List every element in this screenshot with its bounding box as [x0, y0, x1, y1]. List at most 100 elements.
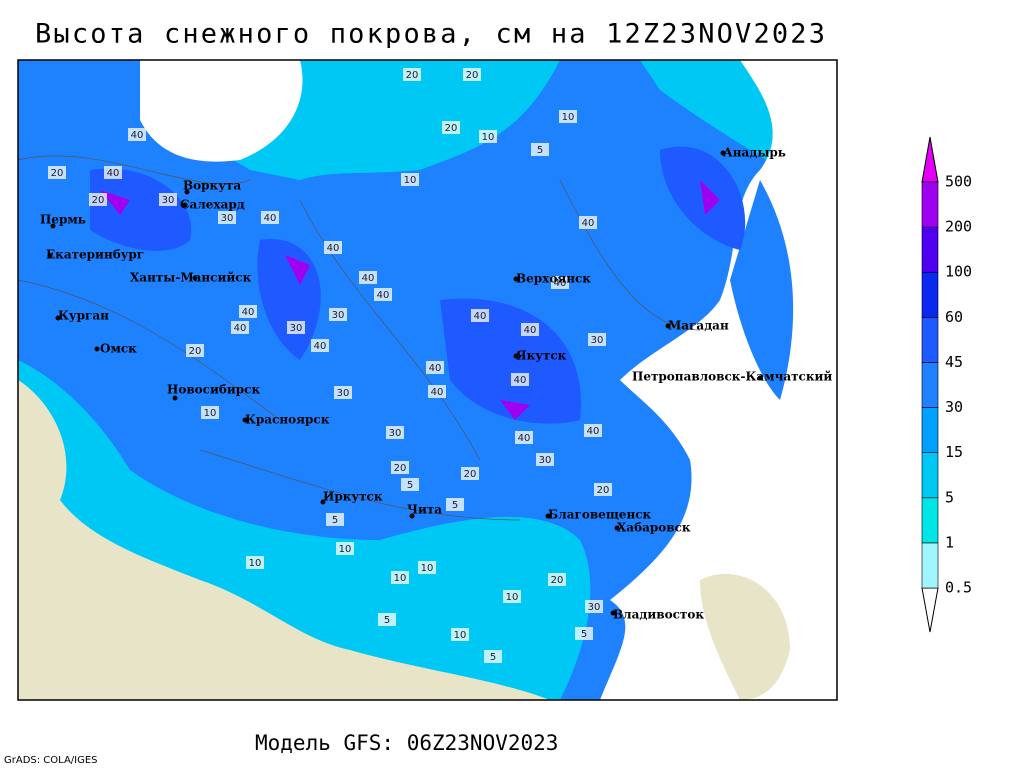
contour-label: 30 — [221, 213, 234, 224]
city-label: Хабаровск — [617, 521, 691, 535]
contour-label-bg — [324, 241, 342, 254]
contour-label-bg — [311, 339, 329, 352]
contour-label-bg — [128, 128, 146, 141]
contour-label: 20 — [597, 485, 610, 496]
contour-label: 40 — [431, 387, 444, 398]
city-dot — [94, 346, 100, 352]
contour-label: 40 — [107, 168, 120, 179]
contour-label-bg — [446, 498, 464, 511]
contour-label-bg — [585, 600, 603, 613]
contour-label: 10 — [506, 592, 519, 603]
colorbar-segment — [921, 271, 939, 318]
city-dot — [47, 253, 53, 259]
contour-label-bg — [521, 323, 539, 336]
contour-label-bg — [536, 453, 554, 466]
colorbar-segment — [921, 452, 939, 499]
contour-label: 30 — [588, 602, 601, 613]
city-label: Воркута — [183, 179, 241, 193]
contour-label: 40 — [514, 375, 527, 386]
contour-label: 5 — [384, 615, 390, 626]
contour-label: 20 — [92, 195, 105, 206]
contour-label-bg — [579, 216, 597, 229]
contour-label-bg — [471, 309, 489, 322]
contour-label: 10 — [562, 112, 575, 123]
no-snow-island — [700, 573, 790, 700]
city-label: Салехард — [180, 198, 245, 212]
model-footer: Модель GFS: 06Z23NOV2023 — [255, 731, 558, 755]
contour-label: 40 — [377, 290, 390, 301]
contour-label: 20 — [466, 70, 479, 81]
contour-label-bg — [403, 68, 421, 81]
city-dot — [242, 417, 248, 423]
contour-label: 5 — [407, 480, 413, 491]
contour-label-bg — [329, 308, 347, 321]
colorbar-label: 500 — [945, 173, 972, 191]
contour-label: 10 — [249, 558, 262, 569]
city-dot — [50, 223, 56, 229]
contour-label: 20 — [189, 346, 202, 357]
no-snow-land — [18, 380, 550, 700]
contour-label: 20 — [51, 168, 64, 179]
contour-label: 40 — [554, 278, 567, 289]
contour-label-bg — [442, 121, 460, 134]
colorbar-label: 0.5 — [945, 579, 972, 597]
contour-label: 30 — [332, 310, 345, 321]
contour-label-bg — [287, 321, 305, 334]
city-label: Ханты-Мансийск — [130, 271, 252, 285]
colorbar-over — [921, 136, 939, 183]
colorbar-label: 1 — [945, 533, 954, 551]
city-label: Омск — [100, 342, 137, 356]
contour-label-bg — [104, 166, 122, 179]
contour-label-bg — [48, 166, 66, 179]
colorbar-segment — [921, 497, 939, 544]
contour-label-bg — [548, 573, 566, 586]
contour-label: 40 — [314, 341, 327, 352]
contour-label: 40 — [242, 307, 255, 318]
contour-label: 10 — [421, 563, 434, 574]
contour-label-bg — [515, 431, 533, 444]
contour-label: 40 — [524, 325, 537, 336]
contour-label-bg — [461, 467, 479, 480]
city-dot — [513, 276, 519, 282]
title: Высота снежного покрова, см на 12Z23NOV2… — [35, 19, 825, 50]
contour-label-bg — [186, 344, 204, 357]
contour-label: 40 — [474, 311, 487, 322]
contour-label-bg — [201, 406, 219, 419]
city-label: Иркутск — [323, 490, 383, 504]
colorbar-label: 100 — [945, 263, 972, 281]
city-label: Петропавловск-Камчатский — [632, 370, 832, 384]
city-label: Якутск — [516, 349, 567, 363]
contour-label: 30 — [290, 323, 303, 334]
contour-label: 40 — [362, 273, 375, 284]
contour-label-bg — [359, 271, 377, 284]
colorbar-label: 30 — [945, 398, 963, 416]
colorbar-segment — [921, 317, 939, 363]
contour-label: 30 — [591, 335, 604, 346]
colorbar-label: 200 — [945, 218, 972, 236]
contour-label: 5 — [537, 145, 543, 156]
contour-label-bg — [239, 305, 257, 318]
colorbar-segment — [921, 362, 939, 408]
contour-label: 20 — [394, 463, 407, 474]
city-dot — [720, 150, 726, 156]
contour-label: 10 — [482, 132, 495, 143]
contour-label-bg — [386, 426, 404, 439]
city-dot — [409, 513, 415, 519]
sea — [140, 60, 303, 162]
contour-label: 5 — [490, 652, 496, 663]
contour-label: 10 — [454, 630, 467, 641]
city-label: Красноярск — [245, 413, 330, 427]
contour-label: 40 — [327, 243, 340, 254]
city-label: Верхоянск — [516, 272, 591, 286]
contour-label: 30 — [389, 428, 402, 439]
city-dot — [172, 395, 178, 401]
contour-label-bg — [418, 561, 436, 574]
city-dot — [614, 525, 620, 531]
contour-label: 40 — [582, 218, 595, 229]
contour-label-bg — [391, 571, 409, 584]
contour-label: 20 — [464, 469, 477, 480]
contour-label: 5 — [452, 500, 458, 511]
contour-label: 40 — [429, 363, 442, 374]
contour-label: 40 — [264, 213, 277, 224]
